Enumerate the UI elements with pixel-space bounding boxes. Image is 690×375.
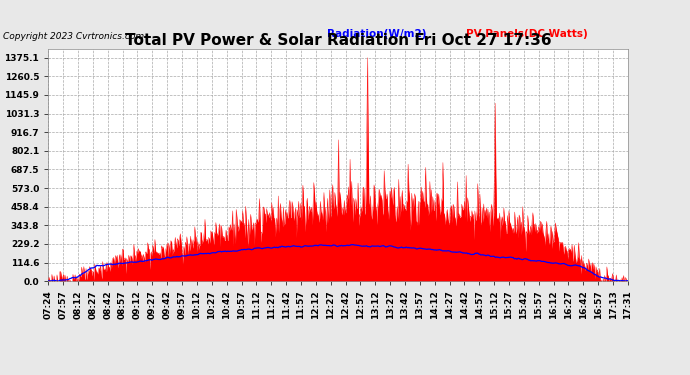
Text: PV Panels(DC Watts): PV Panels(DC Watts)	[466, 29, 587, 39]
Text: Copyright 2023 Cvrtronics.com: Copyright 2023 Cvrtronics.com	[3, 32, 145, 41]
Text: Radiation(W/m2): Radiation(W/m2)	[326, 29, 426, 39]
Title: Total PV Power & Solar Radiation Fri Oct 27 17:36: Total PV Power & Solar Radiation Fri Oct…	[125, 33, 551, 48]
